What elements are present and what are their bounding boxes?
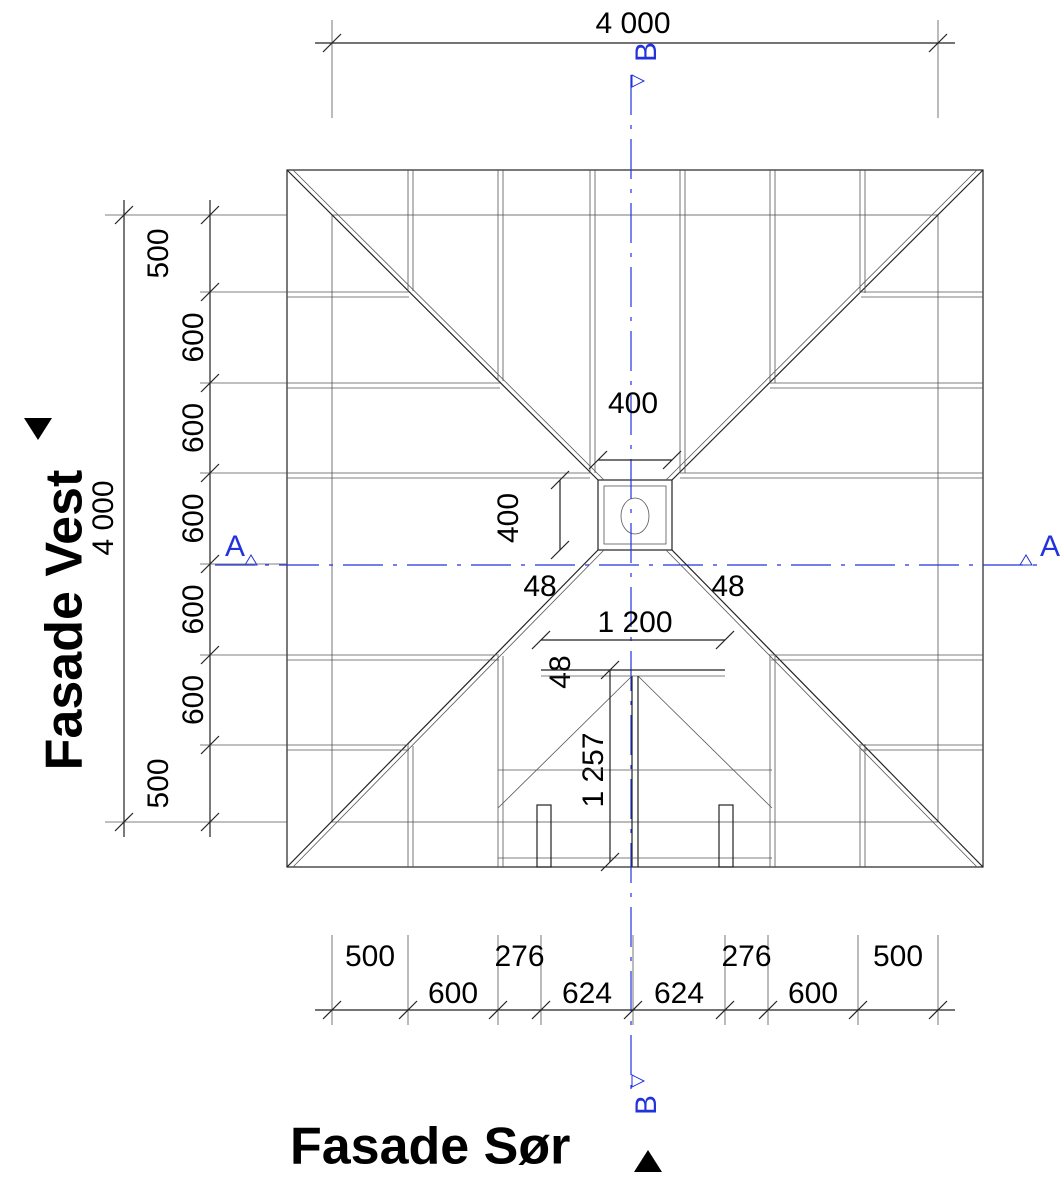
inner-dim: 48 — [544, 655, 577, 688]
left-dimension: 600 — [177, 312, 210, 362]
dim-tick — [928, 33, 948, 53]
dim-tick — [200, 645, 220, 665]
facade-west-arrow — [24, 418, 52, 440]
dim-tick — [588, 450, 608, 470]
left-total: 4 000 — [87, 480, 120, 555]
hip — [671, 549, 984, 868]
section-arrows — [244, 74, 1033, 1088]
dim-tick — [848, 1000, 868, 1020]
wall-line — [331, 214, 939, 823]
dim-tick — [200, 373, 220, 393]
bottom-dimension: 624 — [654, 977, 704, 1010]
bottom-dimension: 600 — [428, 977, 478, 1010]
facade-west: Fasade Vest — [36, 470, 94, 771]
post — [718, 804, 734, 868]
inner-dim: 1 200 — [597, 606, 672, 639]
dormer-hip — [637, 675, 773, 809]
dim-tick — [398, 1000, 418, 1020]
dim-tick — [623, 1000, 643, 1020]
facade-south: Fasade Sør — [290, 1118, 570, 1176]
hip — [286, 169, 599, 481]
post — [536, 804, 552, 868]
hip — [286, 549, 599, 868]
center-box — [597, 479, 673, 551]
bottom-dimension: 500 — [345, 940, 395, 973]
bottom-dimension: 600 — [788, 977, 838, 1010]
inner-dim: 400 — [492, 493, 525, 543]
left-dimension: 600 — [177, 403, 210, 453]
section-a-right: A — [1040, 530, 1060, 563]
dim-tick — [200, 735, 220, 755]
left-dimension: 500 — [142, 228, 175, 278]
section-b-top: B — [630, 42, 663, 62]
dim-tick — [200, 554, 220, 574]
dim-tick — [928, 1000, 948, 1020]
top-dimension: 4 000 — [595, 7, 670, 40]
section-a-left: A — [225, 530, 245, 563]
dim-tick — [488, 1000, 508, 1020]
dim-tick — [322, 1000, 342, 1020]
outer-outline — [286, 169, 984, 868]
dim-tick — [715, 1000, 735, 1020]
dim-tick — [200, 282, 220, 302]
left-dimension: 500 — [142, 758, 175, 808]
dim-tick — [550, 540, 570, 560]
left-dimension: 600 — [177, 584, 210, 634]
bottom-dimension: 624 — [562, 977, 612, 1010]
left-dimension: 600 — [177, 675, 210, 725]
dim-tick — [600, 660, 620, 680]
dim-tick — [758, 1000, 778, 1020]
hip — [665, 549, 978, 868]
dim-tick — [200, 463, 220, 483]
dim-tick — [531, 630, 551, 650]
dormer-hip — [497, 675, 633, 809]
dim-tick — [531, 1000, 551, 1020]
dim-tick — [200, 205, 220, 225]
left-dimension: 600 — [177, 493, 210, 543]
dim-tick — [114, 205, 134, 225]
dim-tick — [200, 812, 220, 832]
inner-dim: 48 — [711, 570, 744, 603]
center-box-inner — [603, 485, 667, 545]
center-post — [620, 497, 650, 535]
dim-tick — [114, 812, 134, 832]
dim-tick — [322, 33, 342, 53]
hip — [292, 549, 605, 868]
facade-south-arrow — [634, 1150, 662, 1172]
bottom-dimension: 500 — [873, 940, 923, 973]
dim-tick — [662, 450, 682, 470]
hip — [665, 169, 978, 481]
dim-tick — [550, 470, 570, 490]
hip — [292, 169, 605, 481]
dim-tick — [600, 852, 620, 872]
inner-dim: 400 — [608, 387, 658, 420]
section-b-bottom: B — [630, 1095, 663, 1115]
bottom-dimension: 276 — [721, 940, 771, 973]
dim-tick — [715, 630, 735, 650]
hip — [671, 169, 984, 481]
bottom-dimension: 276 — [494, 940, 544, 973]
